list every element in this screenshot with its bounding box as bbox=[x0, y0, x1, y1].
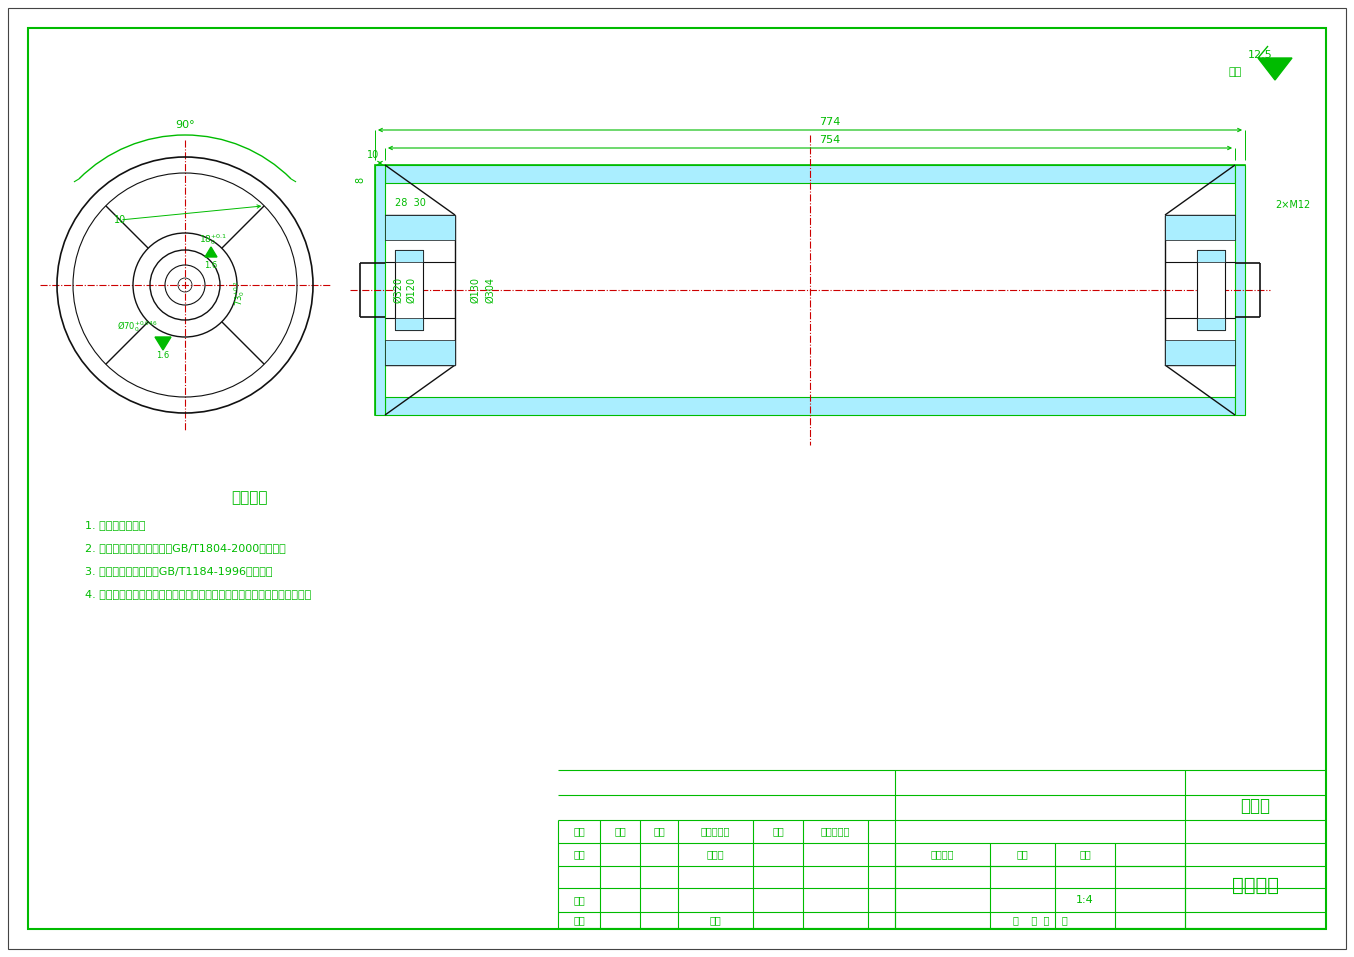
Text: 774: 774 bbox=[819, 117, 841, 127]
Text: Ø70$^{+0.046}_{0}$: Ø70$^{+0.046}_{0}$ bbox=[116, 320, 157, 334]
Text: Ø320: Ø320 bbox=[393, 277, 403, 303]
Text: 比例: 比例 bbox=[1079, 850, 1091, 859]
Text: 处数: 处数 bbox=[615, 827, 626, 836]
Text: 1:4: 1:4 bbox=[1076, 895, 1094, 905]
Polygon shape bbox=[204, 247, 217, 257]
Bar bbox=[395, 250, 422, 262]
Text: 年、月、日: 年、月、日 bbox=[821, 827, 850, 836]
Text: 1.6: 1.6 bbox=[204, 260, 218, 270]
Bar bbox=[385, 397, 1235, 415]
Text: 标准化: 标准化 bbox=[707, 850, 724, 859]
Text: 批准: 批准 bbox=[709, 915, 722, 925]
Bar bbox=[1164, 215, 1235, 240]
Bar bbox=[1197, 250, 1225, 262]
Text: 共    张  第    张: 共 张 第 张 bbox=[1013, 915, 1067, 925]
Bar bbox=[1197, 250, 1225, 330]
Text: Ø130: Ø130 bbox=[470, 277, 481, 303]
Polygon shape bbox=[154, 337, 171, 350]
Text: 28  30: 28 30 bbox=[394, 198, 425, 208]
Text: 头轮滚筒: 头轮滚筒 bbox=[1232, 876, 1280, 895]
Text: 设计: 设计 bbox=[573, 850, 585, 859]
Text: 1.6: 1.6 bbox=[156, 350, 169, 360]
Bar bbox=[1235, 165, 1244, 415]
Bar bbox=[385, 340, 455, 365]
Bar bbox=[375, 165, 385, 415]
Text: 2×M12: 2×M12 bbox=[1275, 200, 1311, 210]
Bar bbox=[1164, 340, 1235, 365]
Bar bbox=[395, 318, 422, 330]
Text: 更改文件号: 更改文件号 bbox=[701, 827, 730, 836]
Text: 18$^{+0.1}_{0}$: 18$^{+0.1}_{0}$ bbox=[199, 233, 227, 248]
Text: 其余: 其余 bbox=[1228, 67, 1242, 77]
Text: 1. 去除毛刺飞边。: 1. 去除毛刺飞边。 bbox=[85, 520, 145, 530]
Text: 2. 未注线性尺寸公差应符合GB/T1804-2000的要求。: 2. 未注线性尺寸公差应符合GB/T1804-2000的要求。 bbox=[85, 543, 286, 553]
Bar bbox=[395, 250, 422, 330]
Text: Ø120: Ø120 bbox=[406, 277, 416, 303]
Text: Ø304: Ø304 bbox=[485, 277, 496, 303]
Text: 4. 补焊前必须将缺陷彻底清除，坡口面应修的平整圆滑，不得有尖角存在。: 4. 补焊前必须将缺陷彻底清除，坡口面应修的平整圆滑，不得有尖角存在。 bbox=[85, 589, 311, 599]
Text: 3. 未注形位公差应符合GB/T1184-1996的要求。: 3. 未注形位公差应符合GB/T1184-1996的要求。 bbox=[85, 566, 272, 576]
Text: 8: 8 bbox=[355, 177, 366, 183]
Text: 12.5: 12.5 bbox=[1247, 50, 1273, 60]
Text: 签名: 签名 bbox=[772, 827, 784, 836]
Text: 90°: 90° bbox=[175, 120, 195, 130]
Bar bbox=[385, 215, 455, 240]
Bar bbox=[1197, 318, 1225, 330]
Text: 工艺: 工艺 bbox=[573, 915, 585, 925]
Text: 分区: 分区 bbox=[653, 827, 665, 836]
Text: 10: 10 bbox=[114, 215, 126, 225]
Bar bbox=[375, 165, 1244, 415]
Text: 阶段标记: 阶段标记 bbox=[930, 850, 955, 859]
Text: 焊接件: 焊接件 bbox=[1240, 797, 1270, 815]
Polygon shape bbox=[1258, 58, 1292, 80]
Text: 技术要求: 技术要求 bbox=[232, 491, 268, 505]
Text: 73$^{+0.2}_{0}$: 73$^{+0.2}_{0}$ bbox=[233, 280, 248, 306]
Text: 审核: 审核 bbox=[573, 895, 585, 905]
Text: 标记: 标记 bbox=[573, 827, 585, 836]
Bar bbox=[385, 165, 1235, 183]
Text: 754: 754 bbox=[819, 135, 841, 145]
Text: 10: 10 bbox=[367, 150, 379, 160]
Text: 重量: 重量 bbox=[1017, 850, 1029, 859]
